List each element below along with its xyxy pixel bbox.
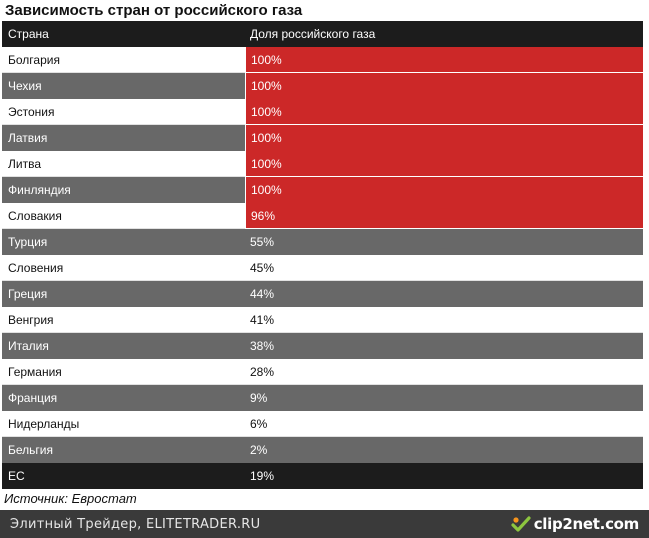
share-cell: 9%	[250, 391, 268, 405]
table-row: Италия 38%	[2, 333, 643, 359]
source-note: Источник: Евростат	[4, 491, 137, 506]
share-cell: 100%	[245, 151, 643, 177]
share-cell: 96%	[245, 203, 643, 229]
share-cell: 55%	[250, 235, 275, 249]
share-cell: 100%	[245, 47, 643, 73]
table-row: Финляндия 100%	[2, 177, 643, 203]
country-cell: Греция	[8, 287, 48, 301]
table-row: Греция 44%	[2, 281, 643, 307]
country-cell: Словакия	[8, 208, 62, 223]
clip2net-logo-icon	[511, 516, 531, 532]
table-row: Словакия 96%	[2, 203, 643, 229]
share-cell: 28%	[250, 364, 275, 379]
share-cell: 38%	[250, 339, 275, 353]
share-cell: 100%	[245, 125, 643, 151]
table-row: Болгария 100%	[2, 47, 643, 73]
country-cell: Словения	[8, 260, 64, 275]
country-cell: Бельгия	[8, 443, 53, 457]
country-cell: Франция	[8, 391, 58, 405]
table-row: Бельгия 2%	[2, 437, 643, 463]
share-cell: 100%	[245, 99, 643, 125]
table-total-row: ЕС 19%	[2, 463, 643, 489]
share-cell: 45%	[250, 260, 275, 275]
page-title: Зависимость стран от российского газа	[5, 2, 303, 19]
table-row: Германия 28%	[2, 359, 643, 385]
table-row: Чехия 100%	[2, 73, 643, 99]
table-row: Латвия 100%	[2, 125, 643, 151]
footer-text: Элитный Трейдер, ELITETRADER.RU	[10, 516, 261, 532]
country-cell: Нидерланды	[8, 416, 80, 431]
total-share-cell: 19%	[250, 469, 275, 483]
country-cell: Турция	[8, 235, 48, 249]
share-cell: 100%	[245, 177, 643, 203]
gas-dependency-table: Страна Доля российского газа Болгария 10…	[2, 21, 643, 489]
share-cell: 6%	[250, 416, 268, 431]
share-cell: 41%	[250, 312, 275, 327]
header-share: Доля российского газа	[250, 27, 376, 41]
table-row: Словения 45%	[2, 255, 643, 281]
country-cell: Литва	[8, 156, 41, 171]
header-country: Страна	[8, 27, 49, 41]
table-row: Венгрия 41%	[2, 307, 643, 333]
table-row: Франция 9%	[2, 385, 643, 411]
table-row: Турция 55%	[2, 229, 643, 255]
country-cell: Финляндия	[8, 183, 71, 197]
table-row: Нидерланды 6%	[2, 411, 643, 437]
country-cell: Италия	[8, 339, 49, 353]
table-row: Литва 100%	[2, 151, 643, 177]
share-cell: 2%	[250, 443, 268, 457]
share-cell: 100%	[245, 73, 643, 99]
total-country-cell: ЕС	[8, 469, 25, 483]
country-cell: Германия	[8, 364, 62, 379]
table-header: Страна Доля российского газа	[2, 21, 643, 47]
share-cell: 44%	[250, 287, 275, 301]
country-cell: Эстония	[8, 104, 55, 119]
country-cell: Латвия	[8, 131, 48, 145]
country-cell: Венгрия	[8, 312, 54, 327]
brand-label: clip2net.com	[533, 515, 640, 533]
clip2net-link[interactable]: clip2net.com	[511, 515, 639, 533]
country-cell: Болгария	[8, 52, 60, 67]
country-cell: Чехия	[8, 79, 42, 93]
table-row: Эстония 100%	[2, 99, 643, 125]
footer-bar: Элитный Трейдер, ELITETRADER.RU clip2net…	[0, 510, 649, 538]
